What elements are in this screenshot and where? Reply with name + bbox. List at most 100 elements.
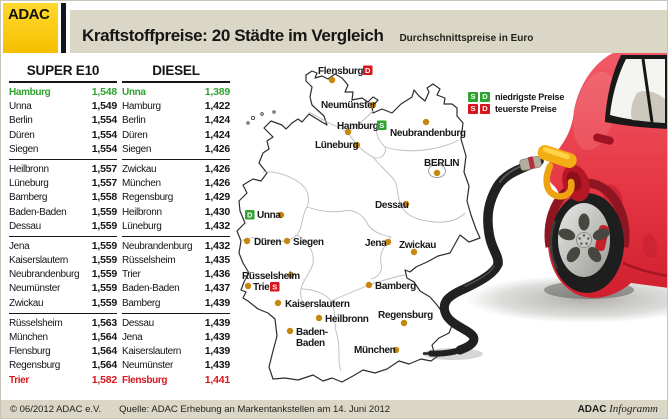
table-group: Zwickau 1,426 München 1,426 Regensburg 1,429 H…	[122, 160, 230, 237]
city-label: Zwickau	[399, 240, 436, 251]
price-value: 1,439	[204, 316, 230, 329]
car-seat	[631, 91, 665, 123]
table-row: Düren 1,424	[122, 128, 230, 142]
price-badge-letter: S	[379, 121, 384, 130]
table-row: Flensburg 1,564	[9, 344, 117, 358]
city-name: Hamburg	[122, 101, 161, 113]
price-value: 1,554	[91, 128, 117, 141]
logo-divider-bar	[61, 3, 66, 53]
table-row: Heilbronn 1,557	[9, 162, 117, 176]
table-group: Dessau 1,439 Jena 1,439 Kaiserslautern 1,439 N…	[122, 314, 230, 390]
city-name: Rüsselsheim	[9, 317, 63, 329]
price-value: 1,432	[204, 219, 230, 232]
city-label: Siegen	[293, 237, 324, 248]
car-rocker-line	[622, 261, 667, 277]
city-dot	[274, 299, 282, 307]
table-row: Flensburg 1,441	[122, 373, 230, 387]
table-row: München 1,426	[122, 176, 230, 190]
table-row: Hamburg 1,422	[122, 99, 230, 113]
price-badge	[245, 210, 255, 220]
city-dot	[384, 238, 392, 246]
city-name: Rüsselsheim	[122, 255, 176, 267]
city-name: Bamberg	[122, 297, 161, 309]
city-name: Regensburg	[122, 192, 173, 204]
city-name: Flensburg	[9, 346, 51, 358]
price-value: 1,559	[91, 296, 117, 309]
tire-highlight	[549, 220, 559, 270]
city-name: Berlin	[122, 115, 146, 127]
city-name: Unna	[122, 87, 146, 98]
price-badge-letter: D	[247, 210, 253, 219]
price-value: 1,424	[204, 128, 230, 141]
price-value: 1,559	[91, 268, 117, 281]
title-band: Kraftstoffpreise: 20 Städte im Vergleich…	[70, 10, 667, 53]
city-label: Hamburg	[337, 121, 379, 132]
adac-logo: ADAC	[3, 3, 58, 53]
table-row: Kaiserslautern 1,439	[122, 344, 230, 358]
city-name: Jena	[122, 332, 143, 343]
table-row: Berlin 1,554	[9, 113, 117, 127]
city-name: Unna	[9, 101, 32, 113]
city-label: Jena	[365, 238, 387, 249]
rim-spoke-gaps	[558, 213, 610, 263]
table-row: Heilbronn 1,430	[122, 205, 230, 219]
table-title-diesel: DIESEL	[122, 63, 230, 83]
city-label: Baden-	[296, 327, 328, 338]
price-value: 1,559	[91, 254, 117, 267]
city-label: Düren	[254, 237, 281, 248]
city-name: Neumünster	[122, 360, 173, 372]
table-row: Neumünster 1,559	[9, 281, 117, 295]
city-label: Regensburg	[378, 310, 433, 321]
city-dot	[392, 346, 400, 354]
city-name: Regensburg	[9, 360, 60, 372]
price-value: 1,559	[91, 282, 117, 295]
price-value: 1,432	[204, 239, 230, 252]
city-name: Heilbronn	[122, 206, 162, 218]
price-value: 1,548	[91, 86, 117, 98]
city-name: Zwickau	[9, 297, 44, 309]
price-value: 1,424	[204, 114, 230, 127]
price-value: 1,441	[204, 373, 230, 386]
city-name: München	[9, 332, 48, 343]
car-reflection	[642, 234, 658, 258]
city-name: Baden-Baden	[9, 206, 67, 218]
city-dot	[286, 327, 294, 335]
city-name: Lüneburg	[122, 220, 162, 232]
city-dot	[353, 141, 361, 149]
price-value: 1,426	[204, 142, 230, 155]
city-dot	[328, 76, 336, 84]
table-group: Jena 1,559 Kaiserslautern 1,559 Neubrandenbu…	[9, 237, 117, 314]
city-label: Heilbronn	[325, 314, 369, 325]
table-row: Zwickau 1,426	[122, 162, 230, 176]
city-dot	[410, 248, 418, 256]
price-value: 1,559	[91, 205, 117, 218]
table-row: Bamberg 1,558	[9, 190, 117, 204]
city-name: Neubrandenburg	[122, 240, 193, 252]
city-dot	[365, 281, 373, 289]
legend-badge-s: S	[468, 104, 478, 114]
city-label: Unna	[257, 210, 281, 221]
city-label: Flensburg	[318, 66, 363, 77]
city-dot	[400, 319, 408, 327]
table-row: München 1,564	[9, 330, 117, 344]
table-row: Neubrandenburg 1,432	[122, 239, 230, 253]
city-name: Bamberg	[9, 192, 48, 204]
city-label: Rüsselsheim	[242, 271, 300, 282]
city-name: Siegen	[122, 143, 152, 155]
city-dot	[344, 128, 352, 136]
city-name: Heilbronn	[9, 163, 49, 175]
city-name: Neubrandenburg	[9, 269, 80, 281]
city-name: Trier	[122, 269, 141, 281]
price-value: 1,439	[204, 359, 230, 372]
table-row: Siegen 1,426	[122, 142, 230, 156]
table-body-diesel: Unna 1,389 Hamburg 1,422 Berlin 1,424 Düren 1,4…	[122, 83, 230, 390]
table-row: Düren 1,554	[9, 128, 117, 142]
table-row: Regensburg 1,429	[122, 190, 230, 204]
car-illustration	[544, 53, 667, 298]
price-value: 1,582	[91, 373, 117, 386]
price-value: 1,389	[204, 86, 230, 98]
price-value: 1,559	[91, 239, 117, 252]
table-row: Rüsselsheim 1,435	[122, 253, 230, 267]
